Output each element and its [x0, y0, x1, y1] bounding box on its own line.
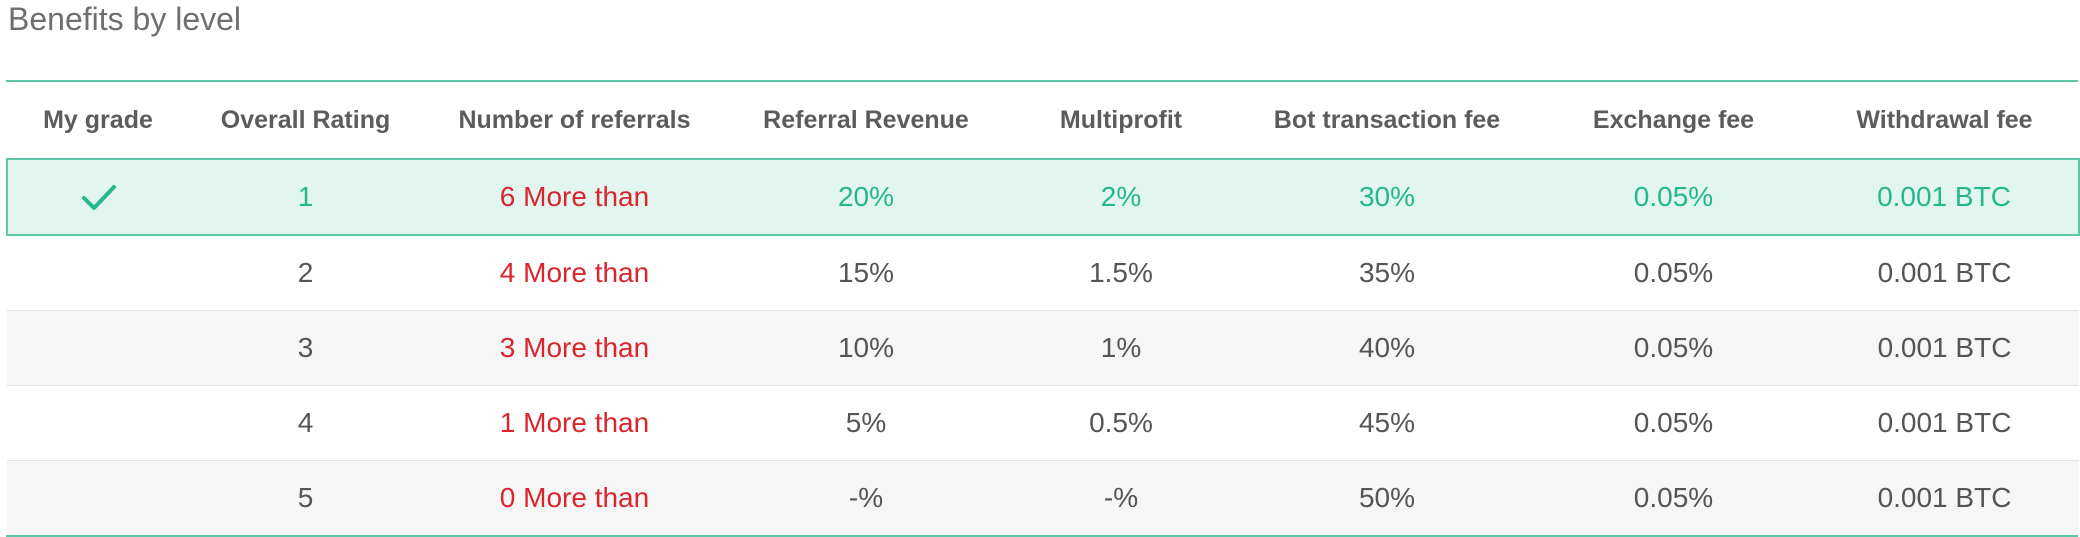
cell-referral-revenue: 10% [727, 310, 1005, 386]
table-row: 3 3 More than 10% 1% 40% 0.05% 0.001 BTC [7, 310, 2079, 386]
cell-bot-transaction-fee: 35% [1237, 234, 1537, 311]
header-bot-transaction-fee: Bot transaction fee [1237, 82, 1537, 160]
cell-bot-transaction-fee: 40% [1237, 310, 1537, 386]
cell-number-of-referrals: 4 More than [422, 234, 727, 311]
cell-bot-transaction-fee: 30% [1237, 158, 1537, 236]
cell-withdrawal-fee: 0.001 BTC [1810, 385, 2079, 461]
cell-number-of-referrals: 3 More than [422, 310, 727, 386]
table-row: 2 4 More than 15% 1.5% 35% 0.05% 0.001 B… [7, 234, 2079, 311]
cell-exchange-fee: 0.05% [1537, 385, 1810, 461]
cell-overall-rating: 2 [189, 234, 422, 311]
cell-withdrawal-fee: 0.001 BTC [1810, 158, 2080, 236]
cell-exchange-fee: 0.05% [1537, 158, 1810, 236]
cell-withdrawal-fee: 0.001 BTC [1810, 460, 2079, 535]
cell-exchange-fee: 0.05% [1537, 310, 1810, 386]
cell-bot-transaction-fee: 45% [1237, 385, 1537, 461]
cell-withdrawal-fee: 0.001 BTC [1810, 310, 2079, 386]
cell-referral-revenue: 15% [727, 234, 1005, 311]
check-icon [81, 183, 117, 213]
cell-referral-revenue: -% [727, 460, 1005, 535]
cell-overall-rating: 5 [189, 460, 422, 535]
cell-bot-transaction-fee: 50% [1237, 460, 1537, 535]
header-exchange-fee: Exchange fee [1537, 82, 1810, 160]
cell-number-of-referrals: 6 More than [422, 158, 727, 236]
cell-my-grade [7, 385, 189, 461]
header-overall-rating: Overall Rating [189, 82, 422, 160]
cell-referral-revenue: 5% [727, 385, 1005, 461]
header-number-of-referrals: Number of referrals [422, 82, 727, 160]
cell-exchange-fee: 0.05% [1537, 460, 1810, 535]
cell-exchange-fee: 0.05% [1537, 234, 1810, 311]
cell-referral-revenue: 20% [727, 158, 1005, 236]
cell-multiprofit: 2% [1005, 158, 1237, 236]
cell-overall-rating: 3 [189, 310, 422, 386]
cell-multiprofit: 1.5% [1005, 234, 1237, 311]
cell-overall-rating: 1 [189, 158, 422, 236]
cell-my-grade [7, 310, 189, 386]
cell-withdrawal-fee: 0.001 BTC [1810, 234, 2079, 311]
cell-overall-rating: 4 [189, 385, 422, 461]
cell-number-of-referrals: 1 More than [422, 385, 727, 461]
header-withdrawal-fee: Withdrawal fee [1810, 82, 2079, 160]
benefits-table: My grade Overall Rating Number of referr… [6, 82, 2080, 535]
header-referral-revenue: Referral Revenue [727, 82, 1005, 160]
section-title: Benefits by level [8, 1, 242, 37]
table-row: 4 1 More than 5% 0.5% 45% 0.05% 0.001 BT… [7, 385, 2079, 461]
header-multiprofit: Multiprofit [1005, 82, 1237, 160]
table-header-row: My grade Overall Rating Number of referr… [7, 82, 2079, 160]
cell-multiprofit: 0.5% [1005, 385, 1237, 461]
cell-my-grade [7, 234, 189, 311]
cell-multiprofit: 1% [1005, 310, 1237, 386]
header-my-grade: My grade [7, 82, 189, 160]
cell-my-grade [7, 460, 189, 535]
table-row-current: 1 6 More than 20% 2% 30% 0.05% 0.001 BTC [6, 158, 2080, 236]
cell-my-grade [6, 158, 189, 236]
table-row: 5 0 More than -% -% 50% 0.05% 0.001 BTC [7, 460, 2079, 535]
cell-multiprofit: -% [1005, 460, 1237, 535]
benefits-table-container: My grade Overall Rating Number of referr… [6, 80, 2080, 537]
cell-number-of-referrals: 0 More than [422, 460, 727, 535]
